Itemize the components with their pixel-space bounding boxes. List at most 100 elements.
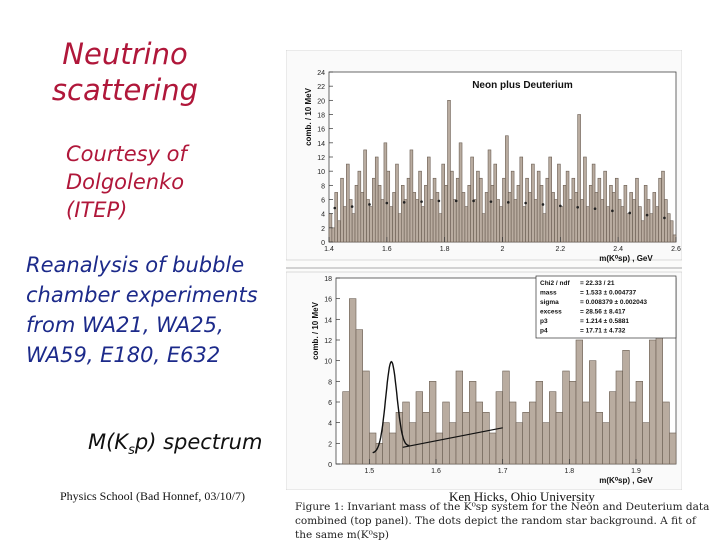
histogram-bar <box>629 192 633 243</box>
histogram-bar <box>438 213 443 243</box>
y-tick-label: 12 <box>317 155 325 162</box>
histogram-bar <box>421 206 425 243</box>
histogram-bar <box>542 422 550 465</box>
histogram-bar <box>355 329 363 465</box>
histogram-bar <box>571 177 576 243</box>
fit-background-line <box>402 427 503 448</box>
background-dot <box>559 204 562 208</box>
histogram-bar <box>389 206 393 243</box>
histogram-bar <box>640 220 645 243</box>
footer-right: Ken Hicks, Ohio University <box>449 489 595 504</box>
histogram-bar <box>535 381 543 465</box>
histogram-bar <box>479 177 483 243</box>
histogram-bar <box>467 185 471 243</box>
histogram-bar <box>484 192 489 243</box>
histogram-bar <box>667 213 671 243</box>
histogram-bar <box>528 192 532 243</box>
histogram-bar <box>612 192 616 243</box>
histogram-bar <box>551 192 555 243</box>
histogram-bar <box>346 163 350 243</box>
background-dot <box>333 206 337 210</box>
bottom-chart: 0 2 4 6 8 10 12 14 16 18 1.5 1.6 1.7 1.8 1.9m(K⁰sp) , … <box>311 275 677 485</box>
y-tick-label: 14 <box>317 141 325 148</box>
histogram-bar <box>545 177 550 243</box>
histogram-bar <box>409 422 417 465</box>
histogram-bar <box>609 391 617 465</box>
histogram-bar <box>442 401 450 465</box>
histogram-bar <box>597 177 602 243</box>
histogram-bar <box>510 170 515 243</box>
fit-stats-box <box>535 275 677 339</box>
y-axis-label: comb. / 10 MeV <box>311 301 320 359</box>
histogram-bar <box>342 391 350 465</box>
x-tick-label: 1.4 <box>324 246 334 253</box>
histogram-bar <box>349 298 357 465</box>
histogram-bar <box>560 206 564 243</box>
histogram-bar <box>476 170 480 243</box>
y-tick-label: 2 <box>328 441 332 448</box>
histogram-bar <box>447 100 451 243</box>
y-tick-label: 16 <box>317 127 325 134</box>
histogram-bar <box>525 177 529 243</box>
histogram-bar <box>406 177 411 243</box>
histogram-bar <box>372 177 376 243</box>
x-axis-label: m(K⁰sp) , GeV <box>599 254 653 263</box>
x-tick-label: 1.8 <box>440 246 450 253</box>
histogram-bar <box>620 206 625 243</box>
histogram-bar <box>594 192 599 243</box>
background-dot <box>402 201 406 204</box>
histogram-bar <box>655 329 663 465</box>
histogram-bar <box>534 199 538 243</box>
histogram-bar <box>455 370 463 465</box>
y-tick-label: 6 <box>328 400 332 407</box>
histogram-bar <box>509 401 517 465</box>
histogram-bar <box>395 163 399 243</box>
y-tick-label: 20 <box>317 98 325 105</box>
histogram-bar <box>606 206 610 243</box>
histogram-bar <box>661 170 665 243</box>
fit-stat-value: = 17.71 ± 4.732 <box>580 328 626 335</box>
fit-stat-label: sigma <box>540 299 559 306</box>
fit-stat-label: p4 <box>540 328 548 335</box>
background-dot <box>593 207 597 211</box>
y-tick-label: 24 <box>317 70 325 77</box>
histogram-bar <box>522 206 526 243</box>
histogram-bar <box>400 185 405 243</box>
histogram-bar <box>549 391 557 465</box>
histogram-bar <box>626 213 631 243</box>
histogram-bar <box>672 234 677 243</box>
y-tick-label: 22 <box>317 84 325 91</box>
chart-title: Neon plus Deuterium <box>472 80 573 91</box>
histogram-bar <box>473 199 477 243</box>
x-tick-label: 2.4 <box>613 246 623 253</box>
histogram-bar <box>652 192 657 243</box>
histogram-bar <box>505 135 509 243</box>
histogram-bar <box>481 213 486 243</box>
figure-panel: 0 2 4 6 8 10 12 14 16 18 20 22 24 1.4 1.6 1.8 2 2.2 2.4 2.6… <box>285 49 683 491</box>
histogram-bar <box>435 432 443 465</box>
histogram-bar <box>377 185 382 243</box>
histogram-bar <box>496 199 500 243</box>
histogram-bar <box>638 206 642 243</box>
histogram-bar <box>565 170 570 243</box>
histogram-bar <box>389 432 397 465</box>
fit-stat-label: mass <box>540 290 557 297</box>
histogram-bar <box>591 163 596 243</box>
histogram-bar <box>449 422 457 465</box>
histogram-bar <box>522 412 530 465</box>
histogram-bar <box>577 114 581 243</box>
y-tick-label: 16 <box>324 297 332 304</box>
y-tick-label: 14 <box>324 317 332 324</box>
histogram-bar <box>513 199 518 243</box>
histogram-bar <box>340 177 344 243</box>
histogram-bar <box>375 443 383 465</box>
histogram-bar <box>464 206 469 243</box>
y-axis-label: comb. / 10 MeV <box>304 87 313 145</box>
histogram-bar <box>490 185 495 243</box>
x-tick-label: 2.6 <box>671 246 681 253</box>
histogram-bar <box>441 163 445 243</box>
histogram-bar <box>429 199 434 243</box>
fit-stat-value: = 1.214 ± 0.5881 <box>580 318 629 325</box>
y-tick-label: 8 <box>328 379 332 386</box>
